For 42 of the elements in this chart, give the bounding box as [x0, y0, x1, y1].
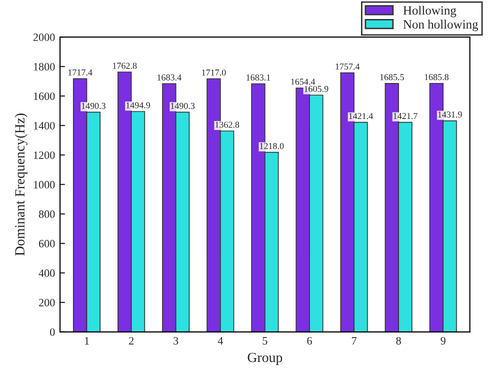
y-tick-label: 1800	[34, 62, 55, 70]
y-tick-label: 1400	[34, 122, 55, 130]
legend-label: Hollowing	[403, 6, 456, 18]
data-label: 1605.9	[304, 86, 328, 92]
x-tick-label: 8	[396, 337, 401, 345]
data-label: 1362.8	[215, 122, 240, 128]
data-label: 1683.1	[246, 74, 270, 81]
y-axis-title: Dominant Frequency(Hz)	[14, 114, 28, 256]
y-tick-label: 200	[38, 298, 55, 306]
x-tick-label: 2	[129, 337, 134, 344]
y-tick-label: 1200	[34, 151, 55, 159]
data-label: 1717.0	[202, 69, 226, 76]
x-tick-label: 9	[440, 337, 446, 345]
x-tick-label: 7	[352, 337, 356, 344]
data-label: 1431.9	[438, 112, 462, 118]
data-label: 1490.3	[82, 102, 106, 109]
y-tick-label: 2000	[33, 34, 55, 42]
y-tick-label: 400	[38, 269, 55, 277]
x-axis-title: Group	[248, 352, 282, 365]
data-label: 1757.4	[336, 64, 360, 70]
data-label: 1421.7	[394, 113, 418, 120]
data-label: 1494.9	[126, 102, 150, 108]
data-label: 1762.8	[113, 62, 137, 69]
y-tick-label: 800	[38, 210, 55, 218]
x-tick-label: 5	[262, 337, 268, 345]
x-tick-label: 1	[84, 337, 89, 344]
data-label: 1218.0	[260, 143, 284, 150]
data-label: 1685.8	[424, 74, 449, 80]
x-tick-label: 4	[218, 337, 223, 344]
x-tick-label: 6	[307, 337, 312, 345]
y-tick-label: 1600	[34, 92, 55, 100]
data-label: 1421.4	[349, 113, 373, 120]
data-label: 1685.5	[380, 74, 404, 80]
data-label: 1683.4	[158, 74, 182, 81]
data-label: 1654.4	[291, 78, 316, 85]
legend-label: Non hollowing	[403, 20, 478, 32]
data-label: 1717.4	[68, 69, 92, 76]
y-tick-label: 600	[38, 240, 55, 248]
x-tick-label: 3	[174, 337, 178, 345]
y-tick-label: 1000	[34, 180, 55, 188]
y-tick-label: 0	[50, 328, 55, 336]
data-label: 1490.3	[170, 102, 195, 109]
